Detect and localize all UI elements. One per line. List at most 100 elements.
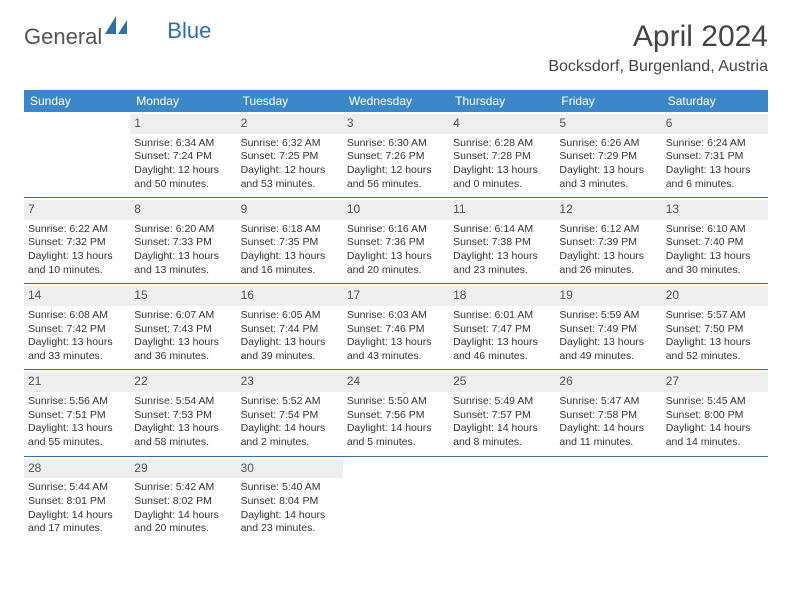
sunset-line: Sunset: 7:58 PM xyxy=(559,409,657,423)
daylight-line: Daylight: 13 hours and 13 minutes. xyxy=(134,250,232,277)
daylight-line: Daylight: 12 hours and 56 minutes. xyxy=(347,164,445,191)
day-cell: 18Sunrise: 6:01 AMSunset: 7:47 PMDayligh… xyxy=(449,284,555,369)
day-cell: 30Sunrise: 5:40 AMSunset: 8:04 PMDayligh… xyxy=(237,457,343,543)
day-cell: 7Sunrise: 6:22 AMSunset: 7:32 PMDaylight… xyxy=(24,198,130,283)
day-cell: 28Sunrise: 5:44 AMSunset: 8:01 PMDayligh… xyxy=(24,457,130,543)
day-number: 28 xyxy=(24,459,130,479)
day-number: 15 xyxy=(130,286,236,306)
daylight-line: Daylight: 13 hours and 26 minutes. xyxy=(559,250,657,277)
day-number: 1 xyxy=(130,114,236,134)
weekday-header-row: SundayMondayTuesdayWednesdayThursdayFrid… xyxy=(24,90,768,112)
day-number: 22 xyxy=(130,372,236,392)
day-cell: 27Sunrise: 5:45 AMSunset: 8:00 PMDayligh… xyxy=(662,370,768,455)
day-cell: 24Sunrise: 5:50 AMSunset: 7:56 PMDayligh… xyxy=(343,370,449,455)
day-cell: 16 Sunrise: 6:05 AMSunset: 7:44 PMDayligh… xyxy=(237,284,343,369)
sunset-line: Sunset: 8:00 PM xyxy=(666,409,764,423)
sunrise-line: Sunrise: 6:03 AM xyxy=(347,309,445,323)
sunset-line: Sunset: 7:54 PM xyxy=(241,409,339,423)
day-number: 7 xyxy=(24,200,130,220)
daylight-line: Daylight: 14 hours and 14 minutes. xyxy=(666,422,764,449)
daylight-line: Daylight: 13 hours and 6 minutes. xyxy=(666,164,764,191)
day-number: 30 xyxy=(237,459,343,479)
sunset-line: Sunset: 7:57 PM xyxy=(453,409,551,423)
day-cell: 2Sunrise: 6:32 AMSunset: 7:25 PMDaylight… xyxy=(237,112,343,197)
day-cell: 8Sunrise: 6:20 AMSunset: 7:33 PMDaylight… xyxy=(130,198,236,283)
weekday-header: Monday xyxy=(130,90,236,112)
day-number: 10 xyxy=(343,200,449,220)
day-cell: 3 Sunrise: 6:30 AMSunset: 7:26 PMDaylight… xyxy=(343,112,449,197)
sunrise-line: Sunrise: 5:49 AM xyxy=(453,395,551,409)
daylight-line: Daylight: 13 hours and 23 minutes. xyxy=(453,250,551,277)
daylight-line: Daylight: 13 hours and 39 minutes. xyxy=(241,336,339,363)
day-cell xyxy=(343,457,449,543)
day-number: 23 xyxy=(237,372,343,392)
sunrise-line: Sunrise: 6:32 AM xyxy=(241,137,339,151)
day-cell: 26Sunrise: 5:47 AMSunset: 7:58 PMDayligh… xyxy=(555,370,661,455)
day-cell xyxy=(24,112,130,197)
daylight-line: Daylight: 13 hours and 46 minutes. xyxy=(453,336,551,363)
sunrise-line: Sunrise: 5:44 AM xyxy=(28,481,126,495)
sunset-line: Sunset: 7:35 PM xyxy=(241,236,339,250)
sunrise-line: Sunrise: 6:26 AM xyxy=(559,137,657,151)
day-number: 3 xyxy=(343,114,449,134)
sunset-line: Sunset: 7:36 PM xyxy=(347,236,445,250)
daylight-line: Daylight: 14 hours and 2 minutes. xyxy=(241,422,339,449)
day-number: 16 xyxy=(237,286,343,306)
sunset-line: Sunset: 7:39 PM xyxy=(559,236,657,250)
day-number: 19 xyxy=(555,286,661,306)
week-row: 28Sunrise: 5:44 AMSunset: 8:01 PMDayligh… xyxy=(24,457,768,543)
sunset-line: Sunset: 7:44 PM xyxy=(241,323,339,337)
day-number: 26 xyxy=(555,372,661,392)
sunset-line: Sunset: 7:29 PM xyxy=(559,150,657,164)
sunrise-line: Sunrise: 6:12 AM xyxy=(559,223,657,237)
day-cell: 11 Sunrise: 6:14 AMSunset: 7:38 PMDayligh… xyxy=(449,198,555,283)
sunrise-line: Sunrise: 5:54 AM xyxy=(134,395,232,409)
sunset-line: Sunset: 7:38 PM xyxy=(453,236,551,250)
day-cell xyxy=(555,457,661,543)
day-number: 25 xyxy=(449,372,555,392)
daylight-line: Daylight: 13 hours and 20 minutes. xyxy=(347,250,445,277)
sunrise-line: Sunrise: 6:30 AM xyxy=(347,137,445,151)
daylight-line: Daylight: 13 hours and 36 minutes. xyxy=(134,336,232,363)
sunrise-line: Sunrise: 6:18 AM xyxy=(241,223,339,237)
brand-part2: Blue xyxy=(167,18,211,44)
sunset-line: Sunset: 7:50 PM xyxy=(666,323,764,337)
day-cell: 19Sunrise: 5:59 AMSunset: 7:49 PMDayligh… xyxy=(555,284,661,369)
weekday-header: Friday xyxy=(555,90,661,112)
day-number: 21 xyxy=(24,372,130,392)
sunset-line: Sunset: 7:51 PM xyxy=(28,409,126,423)
sunrise-line: Sunrise: 5:42 AM xyxy=(134,481,232,495)
day-number: 8 xyxy=(130,200,236,220)
day-number: 17 xyxy=(343,286,449,306)
daylight-line: Daylight: 13 hours and 49 minutes. xyxy=(559,336,657,363)
day-cell: 14Sunrise: 6:08 AMSunset: 7:42 PMDayligh… xyxy=(24,284,130,369)
sunrise-line: Sunrise: 6:05 AM xyxy=(241,309,339,323)
day-number: 24 xyxy=(343,372,449,392)
sunset-line: Sunset: 7:40 PM xyxy=(666,236,764,250)
sunset-line: Sunset: 7:43 PM xyxy=(134,323,232,337)
sunrise-line: Sunrise: 6:14 AM xyxy=(453,223,551,237)
brand-logo: General Blue xyxy=(24,20,211,50)
sunset-line: Sunset: 7:26 PM xyxy=(347,150,445,164)
daylight-line: Daylight: 13 hours and 0 minutes. xyxy=(453,164,551,191)
month-title: April 2024 xyxy=(548,20,768,54)
day-number: 12 xyxy=(555,200,661,220)
day-cell: 9Sunrise: 6:18 AMSunset: 7:35 PMDaylight… xyxy=(237,198,343,283)
sunrise-line: Sunrise: 6:07 AM xyxy=(134,309,232,323)
calendar-page: General Blue April 2024 Bocksdorf, Burge… xyxy=(0,0,792,563)
day-number: 4 xyxy=(449,114,555,134)
day-number: 11 xyxy=(449,200,555,220)
sunset-line: Sunset: 7:25 PM xyxy=(241,150,339,164)
day-cell: 25Sunrise: 5:49 AMSunset: 7:57 PMDayligh… xyxy=(449,370,555,455)
day-cell: 23Sunrise: 5:52 AMSunset: 7:54 PMDayligh… xyxy=(237,370,343,455)
daylight-line: Daylight: 13 hours and 30 minutes. xyxy=(666,250,764,277)
sunrise-line: Sunrise: 5:56 AM xyxy=(28,395,126,409)
day-number: 6 xyxy=(662,114,768,134)
sunrise-line: Sunrise: 6:20 AM xyxy=(134,223,232,237)
day-cell: 1Sunrise: 6:34 AMSunset: 7:24 PMDaylight… xyxy=(130,112,236,197)
daylight-line: Daylight: 12 hours and 53 minutes. xyxy=(241,164,339,191)
page-header: General Blue April 2024 Bocksdorf, Burge… xyxy=(24,20,768,76)
sunrise-line: Sunrise: 5:40 AM xyxy=(241,481,339,495)
day-number: 18 xyxy=(449,286,555,306)
day-cell: 12 Sunrise: 6:12 AMSunset: 7:39 PMDayligh… xyxy=(555,198,661,283)
